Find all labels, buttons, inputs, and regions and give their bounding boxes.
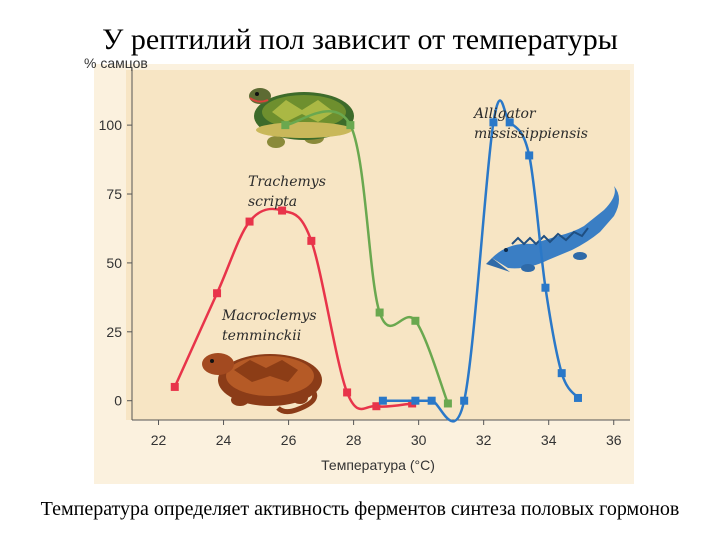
series-0-point <box>213 289 222 298</box>
y-tick-label: 100 <box>99 117 123 133</box>
species-label-trachemys-genus: Trachemys <box>248 174 326 190</box>
series-1-point <box>443 399 452 408</box>
x-tick-label: 30 <box>411 432 427 448</box>
series-0-point <box>278 206 287 215</box>
series-2-point <box>573 393 582 402</box>
series-0-point <box>245 217 254 226</box>
series-2-point <box>525 151 534 160</box>
turtle-macroclemys-illustration <box>202 353 322 415</box>
series-1-point <box>346 121 355 130</box>
turtle-trachemys-illustration <box>249 88 354 148</box>
series-2-point <box>541 283 550 292</box>
y-axis-title: % самцов <box>84 55 148 71</box>
x-tick-label: 34 <box>541 432 557 448</box>
series-line-1 <box>285 110 450 404</box>
series-2-point <box>557 369 566 378</box>
series-1-point <box>281 121 290 130</box>
y-tick-label: 50 <box>106 255 122 271</box>
series-2-point <box>489 118 498 127</box>
series-2-point <box>378 396 387 405</box>
species-label-macroclemys-species: temminckii <box>222 328 301 344</box>
x-tick-label: 28 <box>346 432 362 448</box>
series-1-point <box>375 308 384 317</box>
x-tick-label: 24 <box>216 432 232 448</box>
series-2-point <box>460 396 469 405</box>
x-tick-label: 36 <box>606 432 622 448</box>
series-0-point <box>170 382 179 391</box>
series-layer <box>170 99 582 423</box>
series-0-point <box>307 236 316 245</box>
species-label-trachemys-species: scripta <box>248 194 297 210</box>
species-label-macroclemys-genus: Macroclemys <box>221 308 317 324</box>
x-axis-title: Температура (°C) <box>321 457 435 473</box>
y-tick-label: 0 <box>114 393 122 409</box>
x-tick-label: 22 <box>151 432 167 448</box>
y-tick-label: 75 <box>106 186 122 202</box>
series-2-point <box>411 396 420 405</box>
series-0-point <box>343 388 352 397</box>
species-label-alligator-genus: Alligator <box>472 106 537 122</box>
axes: 0 25 50 75 100 22 24 26 28 30 32 34 36 % самцов Темпер… <box>84 55 630 473</box>
slide-title: У рептилий пол зависит от температуры <box>102 23 618 56</box>
slide-footer: Температура определяет активность фермен… <box>40 498 680 520</box>
series-0-point <box>372 402 381 411</box>
x-tick-label: 32 <box>476 432 492 448</box>
x-tick-label: 26 <box>281 432 297 448</box>
alligator-illustration <box>486 186 619 272</box>
species-label-alligator-species: mississippiensis <box>474 126 588 142</box>
y-tick-label: 25 <box>106 324 122 340</box>
series-2-point <box>427 396 436 405</box>
series-2-point <box>505 118 514 127</box>
series-1-point <box>411 316 420 325</box>
